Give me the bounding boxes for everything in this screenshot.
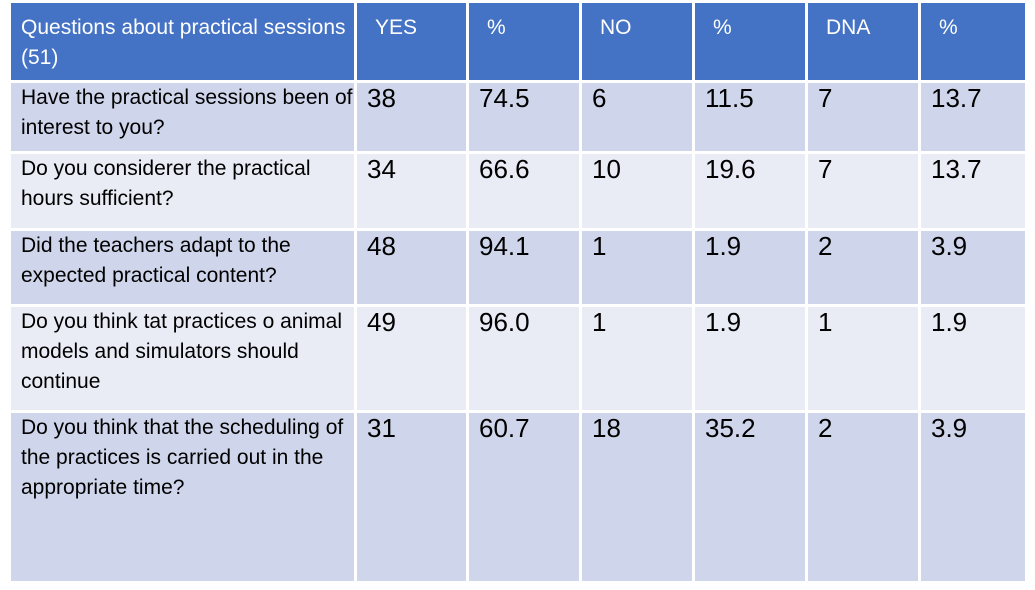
table-row: Do you think tat practices o animal mode…: [11, 307, 1025, 410]
question-cell: Have the practical sessions been of inte…: [11, 83, 354, 151]
no-count-cell: 10: [582, 154, 692, 228]
header-yes: YES: [357, 3, 466, 80]
question-cell: Did the teachers adapt to the expected p…: [11, 231, 354, 304]
dna-count-cell: 2: [808, 413, 918, 581]
no-count-cell: 6: [582, 83, 692, 151]
table-header-row: Questions about practical sessions (51) …: [11, 3, 1025, 80]
yes-count-cell: 34: [357, 154, 466, 228]
header-dna: DNA: [808, 3, 918, 80]
question-cell: Do you think tat practices o animal mode…: [11, 307, 354, 410]
question-cell: Do you considerer the practical hours su…: [11, 154, 354, 228]
dna-percent-cell: 3.9: [921, 413, 1025, 581]
dna-count-cell: 7: [808, 154, 918, 228]
no-percent-cell: 11.5: [695, 83, 805, 151]
header-dna-percent: %: [921, 3, 1025, 80]
table-row: Do you considerer the practical hours su…: [11, 154, 1025, 228]
yes-count-cell: 49: [357, 307, 466, 410]
yes-count-cell: 48: [357, 231, 466, 304]
no-count-cell: 1: [582, 231, 692, 304]
no-percent-cell: 35.2: [695, 413, 805, 581]
survey-results-table: Questions about practical sessions (51) …: [8, 0, 1028, 584]
yes-count-cell: 31: [357, 413, 466, 581]
yes-percent-cell: 74.5: [469, 83, 579, 151]
dna-percent-cell: 1.9: [921, 307, 1025, 410]
table-row: Did the teachers adapt to the expected p…: [11, 231, 1025, 304]
dna-percent-cell: 3.9: [921, 231, 1025, 304]
yes-percent-cell: 60.7: [469, 413, 579, 581]
dna-count-cell: 2: [808, 231, 918, 304]
header-questions: Questions about practical sessions (51): [11, 3, 354, 80]
dna-count-cell: 7: [808, 83, 918, 151]
yes-percent-cell: 96.0: [469, 307, 579, 410]
header-yes-percent: %: [469, 3, 579, 80]
yes-count-cell: 38: [357, 83, 466, 151]
no-percent-cell: 1.9: [695, 307, 805, 410]
yes-percent-cell: 94.1: [469, 231, 579, 304]
table-row: Have the practical sessions been of inte…: [11, 83, 1025, 151]
table-row: Do you think that the scheduling of the …: [11, 413, 1025, 581]
question-cell: Do you think that the scheduling of the …: [11, 413, 354, 581]
dna-percent-cell: 13.7: [921, 154, 1025, 228]
dna-percent-cell: 13.7: [921, 83, 1025, 151]
header-no-percent: %: [695, 3, 805, 80]
no-count-cell: 18: [582, 413, 692, 581]
header-no: NO: [582, 3, 692, 80]
yes-percent-cell: 66.6: [469, 154, 579, 228]
no-percent-cell: 1.9: [695, 231, 805, 304]
dna-count-cell: 1: [808, 307, 918, 410]
no-percent-cell: 19.6: [695, 154, 805, 228]
no-count-cell: 1: [582, 307, 692, 410]
